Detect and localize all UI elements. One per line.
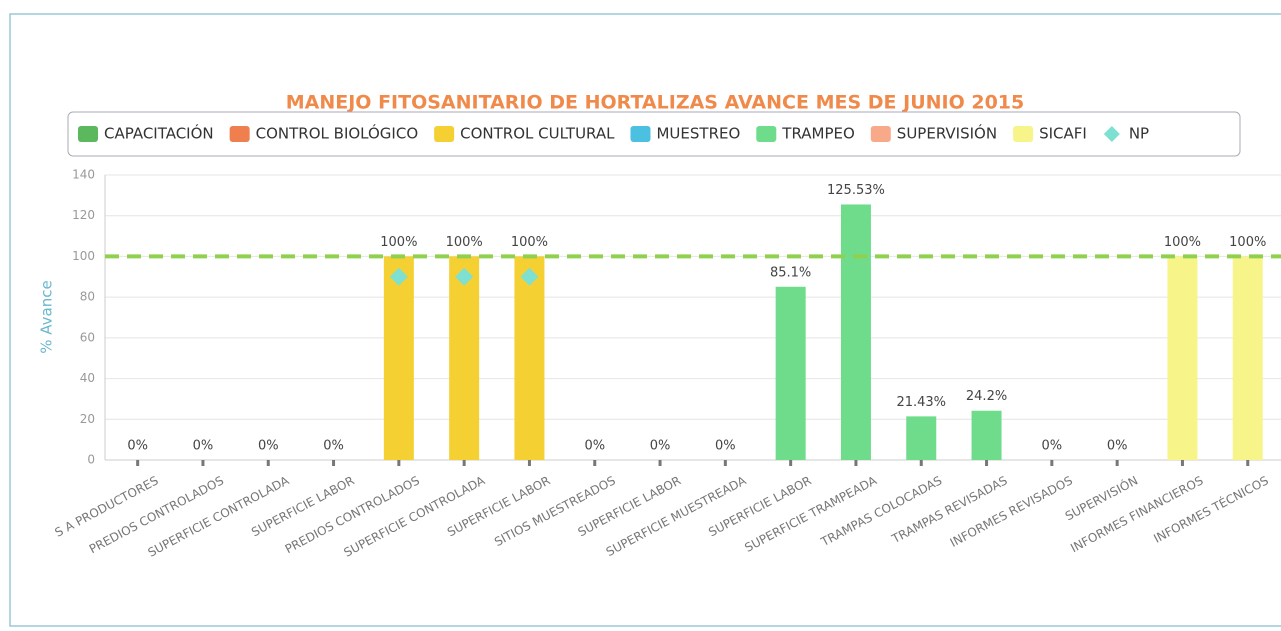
y-tick-label: 40 [80,371,95,385]
y-tick-label: 120 [72,208,95,222]
legend-label: TRAMPEO [781,125,855,143]
value-label: 125.53% [827,183,885,198]
y-tick-label: 0 [87,453,95,467]
bar [383,256,414,460]
legend-symbol [630,126,651,142]
y-tick-label: 20 [80,412,95,426]
legend-box [67,111,1241,157]
y-tick-label: 140 [72,168,95,182]
legend-label: SICAFI [1039,125,1087,143]
legend-label: NP [1129,125,1149,143]
value-label: 0% [584,439,605,454]
y-tick-label: 80 [80,290,95,304]
bar [449,256,480,460]
legend-symbol [229,126,250,142]
legend-label: CONTROL CULTURAL [460,125,615,143]
value-label: 21.43% [896,395,946,410]
value-label: 100% [1229,235,1266,250]
legend-label: CAPACITACIÓN [104,124,214,143]
value-label: 100% [380,235,417,250]
legend-symbol [1013,126,1034,142]
legend-symbol [434,126,455,142]
value-label: 0% [258,439,279,454]
legend-label: MUESTREO [656,125,740,143]
value-label: 24.2% [966,389,1007,404]
value-label: 0% [650,439,671,454]
marker [455,267,474,286]
legend-symbol [1103,126,1120,142]
marker [520,267,539,286]
y-tick-label: 60 [80,330,95,344]
legend-symbol [756,126,777,142]
value-label: 0% [1042,439,1063,454]
x-tick-label: INFORMES REVISADOS [948,473,1075,549]
value-label: 0% [193,439,214,454]
bar [1232,256,1263,460]
bar [840,204,871,460]
value-label: 0% [1107,439,1128,454]
legend-label: CONTROL BIOLÓGICO [256,124,419,143]
legend-symbol [870,126,891,142]
marker [389,267,408,286]
bar [1167,256,1198,460]
value-label: 85.1% [770,265,811,280]
x-tick-label: TRAMPAS COLOCADAS [818,473,945,549]
value-label: 100% [1164,235,1201,250]
bar [514,256,545,460]
bar [906,416,937,460]
bar [971,410,1002,460]
y-tick-label: 100 [72,249,95,263]
legend-label: SUPERVISIÓN [897,124,997,143]
x-tick-label: TRAMPAS REVISADAS [889,473,1010,546]
x-tick-label: INFORMES TÉCNICOS [1151,472,1271,545]
value-label: 100% [511,235,548,250]
value-label: 0% [715,439,736,454]
value-label: 0% [127,439,148,454]
x-tick-label: S A PRODUCTORES [52,473,160,539]
value-label: 0% [323,439,344,454]
legend-symbol [78,126,98,142]
chart-title: MANEJO FITOSANITARIO DE HORTALIZAS AVANC… [286,92,1025,114]
y-axis-label: % Avance [38,280,56,353]
frame [9,13,1281,627]
value-label: 100% [446,235,483,250]
x-tick-label: SITIOS MUESTREADOS [492,473,618,549]
bar [775,286,806,460]
